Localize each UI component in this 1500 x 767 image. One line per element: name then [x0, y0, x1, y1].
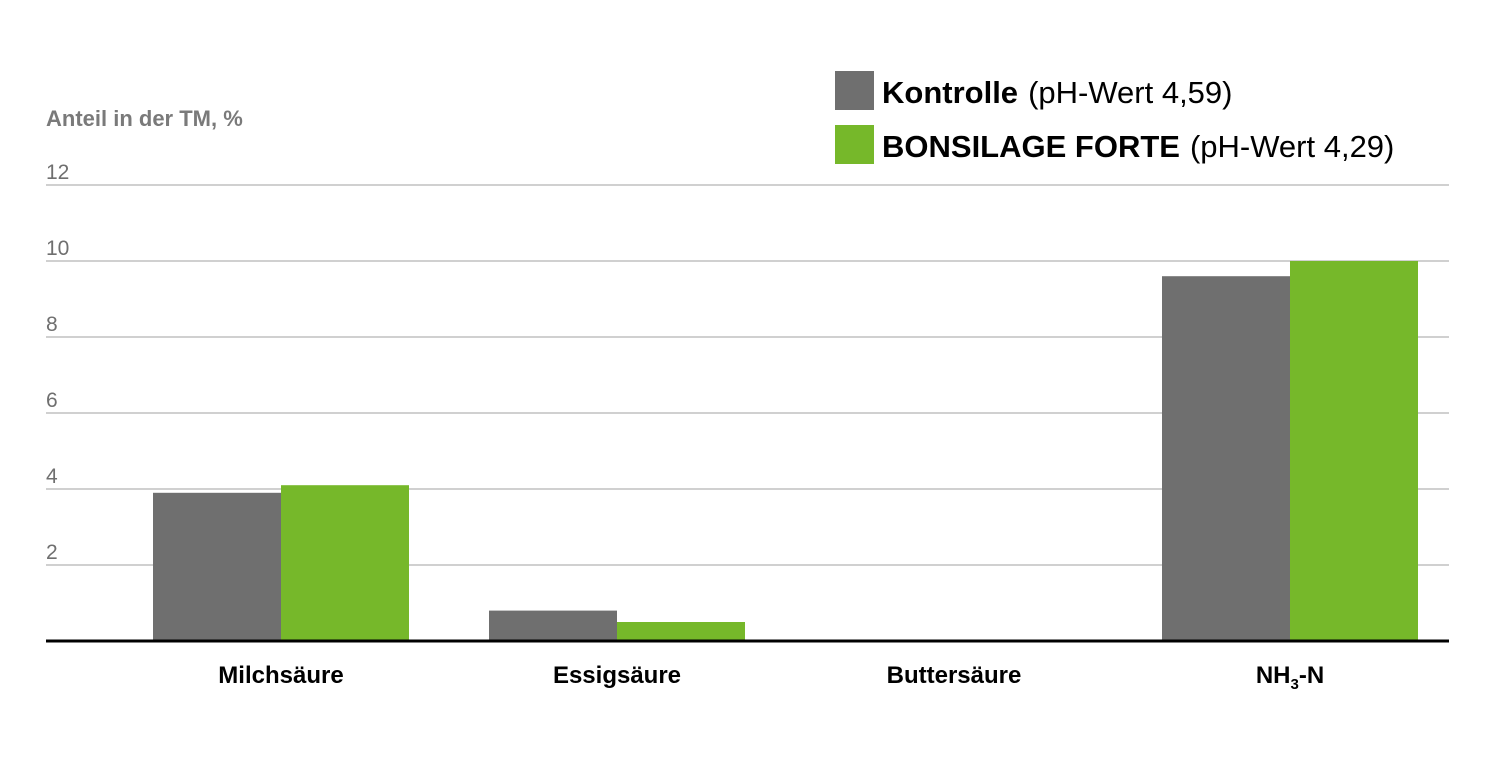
y-tick-label-4: 4 [46, 465, 58, 488]
bar-bonsilage-forte-3 [1290, 261, 1418, 641]
bar-kontrolle-1 [489, 610, 617, 641]
bar-kontrolle-0 [153, 492, 281, 641]
legend-item-bonsilage-forte: BONSILAGE FORTE (pH-Wert 4,29) [882, 129, 1394, 164]
nh3-n-rest: -N [1299, 662, 1324, 689]
bar-bonsilage-forte-1 [617, 622, 745, 641]
bars [153, 261, 1418, 641]
x-tick-label-milchsaeure: Milchsäure [218, 662, 343, 689]
y-tick-label-12: 12 [46, 161, 69, 184]
y-axis-label: Anteil in der TM, % [46, 106, 243, 131]
nh3-n-subscript: 3 [1291, 676, 1299, 693]
y-tick-label-2: 2 [46, 541, 58, 564]
x-tick-label-nh3-n: NH3-N [1256, 662, 1324, 693]
y-tick-label-8: 8 [46, 313, 58, 336]
x-tick-label-essigsaeure: Essigsäure [553, 662, 681, 689]
nh3-n-main: NH [1256, 662, 1291, 689]
legend-label-bonsilage-forte: BONSILAGE FORTE [882, 129, 1180, 164]
legend-label-kontrolle: Kontrolle [882, 75, 1018, 110]
legend-note-bonsilage-forte: (pH-Wert 4,29) [1190, 129, 1394, 164]
x-tick-label-buttersaeure: Buttersäure [887, 662, 1022, 689]
x-axis-labels: Milchsäure Essigsäure Buttersäure NH3-N [218, 662, 1324, 693]
legend-note-kontrolle: (pH-Wert 4,59) [1028, 75, 1232, 110]
legend: Kontrolle (pH-Wert 4,59) BONSILAGE FORTE (… [835, 71, 1394, 164]
y-tick-label-6: 6 [46, 389, 58, 412]
bar-kontrolle-3 [1162, 276, 1290, 641]
legend-swatch-kontrolle [835, 71, 874, 110]
legend-swatch-bonsilage-forte [835, 125, 874, 164]
y-tick-label-10: 10 [46, 237, 69, 260]
y-axis-ticks: 2 4 6 8 10 12 [46, 161, 69, 564]
bar-bonsilage-forte-0 [281, 485, 409, 641]
legend-item-kontrolle: Kontrolle (pH-Wert 4,59) [882, 75, 1232, 110]
